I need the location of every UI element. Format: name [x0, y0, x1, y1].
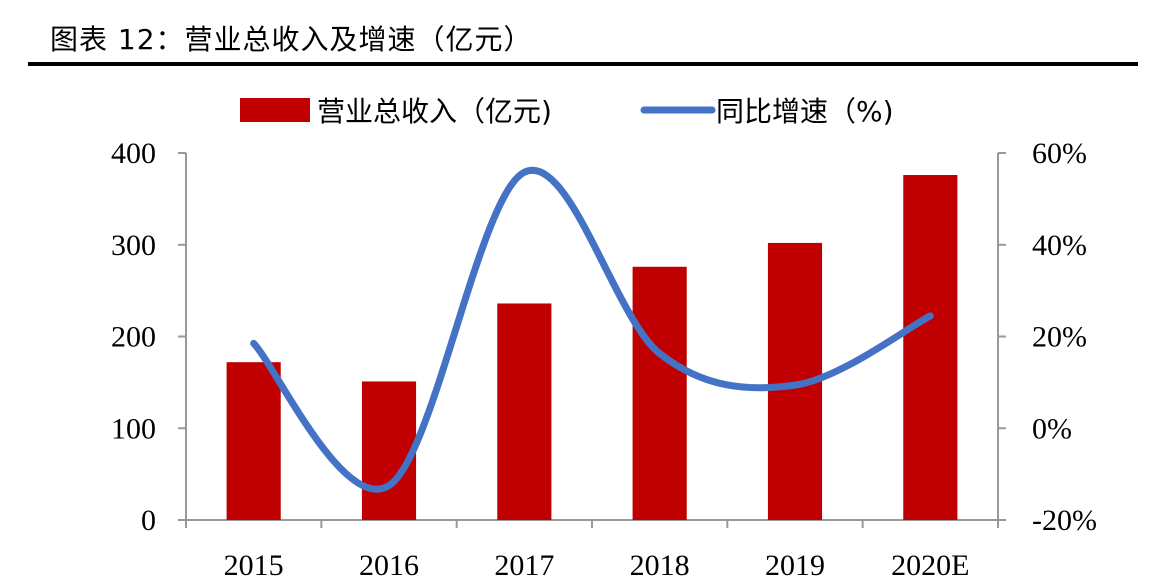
- figure-title: 图表 12：营业总收入及增速（亿元）: [50, 23, 533, 56]
- legend: 营业总收入（亿元) 同比增速（%): [240, 95, 894, 128]
- legend-swatch-revenue: [240, 98, 310, 122]
- left-tick-label: 400: [111, 137, 156, 170]
- x-tick-label: 2020E: [891, 549, 969, 582]
- x-tick-label: 2019: [765, 549, 825, 582]
- growth-line: [250, 166, 934, 493]
- x-tick-label: 2018: [630, 549, 690, 582]
- line-series: [250, 166, 934, 493]
- title-rule: [28, 62, 1138, 66]
- right-tick-label: 20%: [1032, 321, 1087, 354]
- legend-label-revenue: 营业总收入（亿元): [317, 95, 552, 128]
- right-tick-label: -20%: [1032, 504, 1097, 537]
- right-tick-label: 40%: [1032, 229, 1087, 262]
- revenue-bar: [903, 175, 958, 520]
- right-tick-label: 60%: [1032, 137, 1087, 170]
- left-tick-label: 100: [111, 412, 156, 445]
- right-tick-label: 0%: [1032, 412, 1072, 445]
- left-axis-ticks: 0 100 200 300 400: [111, 137, 186, 537]
- right-axis-ticks: -20% 0% 20% 40% 60%: [998, 137, 1097, 537]
- revenue-bar: [226, 362, 281, 520]
- left-tick-label: 200: [111, 321, 156, 354]
- x-tick-label: 2017: [494, 549, 554, 582]
- x-tick-label: 2015: [224, 549, 284, 582]
- revenue-bar: [361, 381, 417, 520]
- x-tick-label: 2016: [359, 549, 419, 582]
- revenue-bar: [632, 266, 687, 520]
- x-axis-ticks: 2015 2016 2017 2018 2019 2020E: [185, 520, 999, 582]
- left-tick-label: 300: [111, 229, 156, 262]
- left-tick-label: 0: [141, 504, 156, 537]
- legend-label-growth: 同比增速（%): [716, 95, 894, 128]
- revenue-bar: [497, 303, 552, 520]
